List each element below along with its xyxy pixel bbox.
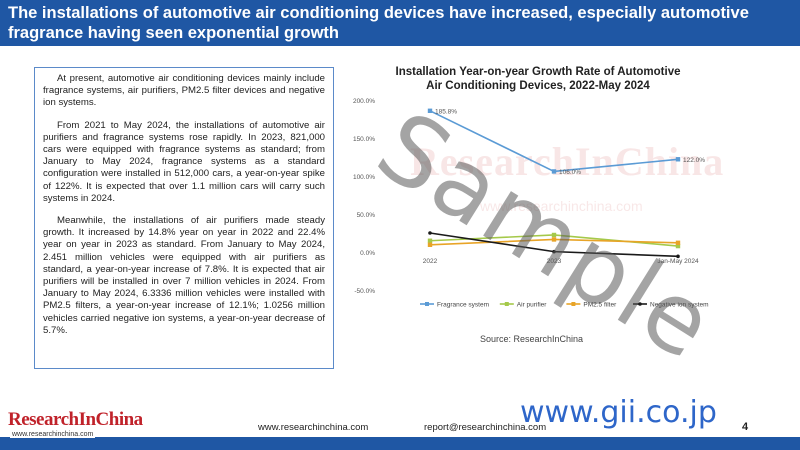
chart-source: Source: ResearchInChina (480, 334, 584, 344)
legend-label: Fragrance system (437, 302, 489, 309)
x-tick-label: 2022 (423, 258, 438, 265)
data-point (676, 254, 680, 259)
legend-marker (638, 302, 642, 306)
legend-label: Air purifier (517, 302, 547, 309)
company-logo-url: www.researchinchina.com (10, 431, 96, 438)
series-lines: 185.8% 106.0% 122.0% (427, 108, 705, 259)
chart-title-line-1: Installation Year-on-year Growth Rate of… (396, 66, 681, 78)
y-tick-label: -50.0% (354, 288, 375, 295)
slide-title: The installations of automotive air cond… (8, 4, 749, 42)
legend-label: Negative ion system (650, 302, 709, 309)
y-axis-ticks: 200.0% 150.0% 100.0% 50.0% 0.0% -50.0% (353, 98, 375, 295)
footer-email-link[interactable]: report@researchinchina.com (424, 422, 547, 433)
data-point (675, 240, 681, 246)
y-tick-label: 100.0% (353, 174, 375, 181)
data-label: 185.8% (435, 108, 457, 115)
line-chart: Installation Year-on-year Growth Rate of… (353, 66, 709, 309)
data-point (427, 242, 433, 247)
x-tick-label: Jan-May 2024 (657, 258, 699, 265)
paragraph-2: From 2021 to May 2024, the installations… (43, 119, 325, 204)
data-point (552, 249, 556, 254)
data-label: 106.0% (559, 169, 581, 176)
title-bar (0, 0, 800, 46)
legend-marker (571, 302, 576, 306)
y-tick-label: 50.0% (357, 212, 376, 219)
data-point (551, 169, 557, 174)
y-tick-label: 0.0% (360, 250, 375, 257)
page-number: 4 (742, 421, 749, 433)
data-point (427, 238, 433, 243)
y-tick-label: 200.0% (353, 98, 375, 105)
data-point (675, 157, 681, 162)
company-logo: ResearchInChina (8, 409, 143, 430)
text-box: At present, automotive air conditioning … (34, 67, 334, 369)
x-axis-ticks: 2022 2023 Jan-May 2024 (423, 258, 699, 265)
y-tick-label: 150.0% (353, 136, 375, 143)
watermark-brand: ResearchInChina (410, 139, 725, 184)
data-label: 122.0% (683, 157, 705, 164)
data-point (551, 232, 557, 238)
watermark-url: www.researchinchina.com (480, 198, 643, 214)
paragraph-3: Meanwhile, the installations of air puri… (43, 215, 325, 336)
chart-title-line-2: Air Conditioning Devices, 2022-May 2024 (426, 80, 650, 92)
legend-label: PM2.5 filter (583, 302, 617, 309)
data-point (428, 231, 432, 235)
x-tick-label: 2023 (547, 258, 562, 265)
gii-watermark: www.gii.co.jp (520, 395, 717, 430)
data-point (427, 108, 433, 113)
data-point (675, 243, 681, 249)
legend-marker (425, 302, 429, 306)
data-point (551, 237, 557, 242)
legend-marker (504, 302, 509, 306)
footer-website-link[interactable]: www.researchinchina.com (258, 422, 369, 433)
footer-bar (0, 437, 800, 450)
paragraph-1: At present, automotive air conditioning … (43, 73, 325, 109)
legend: Fragrance system Air purifier PM2.5 filter… (420, 302, 709, 309)
